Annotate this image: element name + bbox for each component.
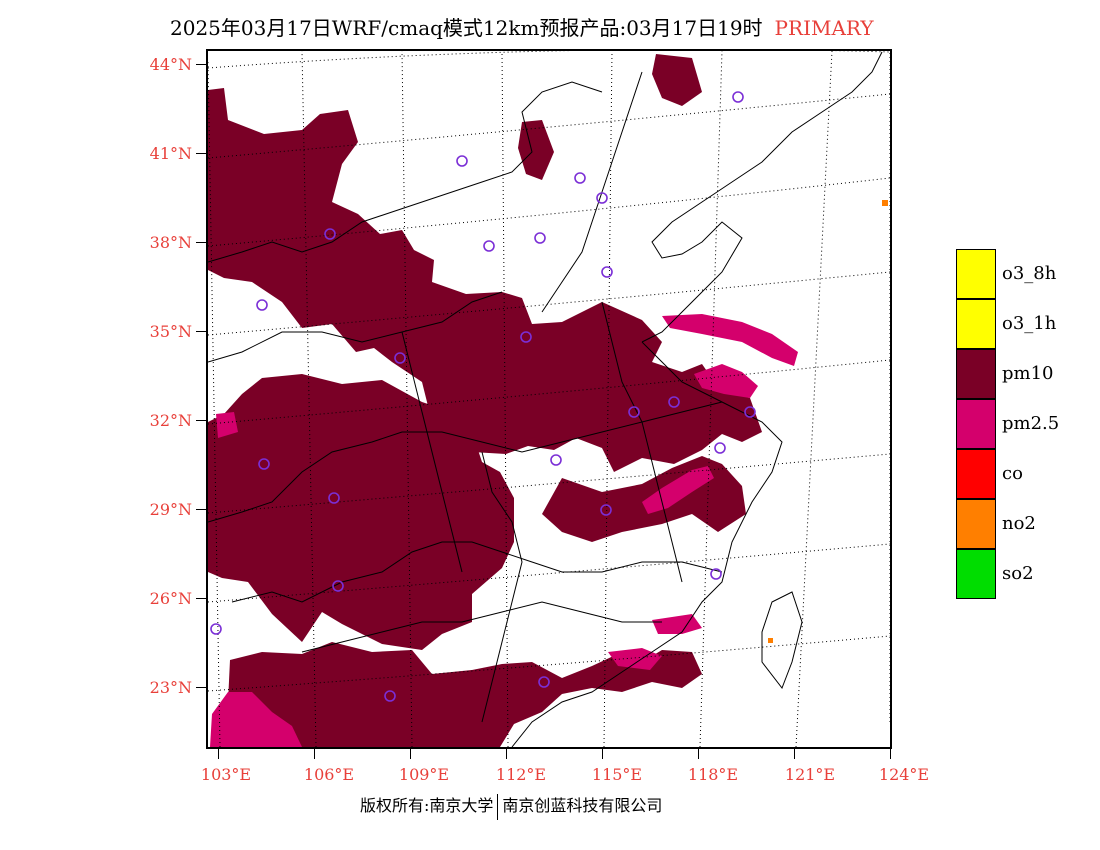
pm10-region-north: [652, 54, 702, 106]
station-marker: [732, 91, 744, 103]
pm25-region-southwest: [210, 692, 302, 747]
lat-label-32n: 32°N: [149, 411, 192, 430]
lon-label-115e: 115°E: [591, 765, 643, 784]
lat-tick: [196, 64, 206, 65]
lat-label-38n: 38°N: [149, 233, 192, 252]
map-title: 2025年03月17日WRF/cmaq模式12km预报产品:03月17日19时 P…: [170, 12, 874, 41]
pm25-region-jiangsu: [694, 364, 758, 398]
lat-tick: [196, 509, 206, 510]
copyright-owner: 版权所有:南京大学: [360, 796, 494, 815]
forecast-map[interactable]: [206, 49, 892, 749]
pm25-region-fujian: [652, 614, 702, 634]
map-title-main: 2025年03月17日WRF/cmaq模式12km预报产品:03月17日19时: [170, 16, 763, 40]
footer-divider: [497, 793, 499, 820]
station-marker: [332, 580, 344, 592]
station-marker: [600, 504, 612, 516]
station-marker: [710, 568, 722, 580]
pm10-region-southwest: [208, 374, 514, 650]
lat-tick: [196, 331, 206, 332]
station-marker: [628, 406, 640, 418]
legend-swatch: [956, 249, 996, 299]
lon-tick: [410, 749, 411, 759]
no2-cell-taiwan: [768, 638, 773, 643]
legend-label: pm10: [1002, 363, 1054, 384]
lon-tick: [794, 749, 795, 759]
lat-label-41n: 41°N: [149, 144, 192, 163]
pm10-region-south: [228, 642, 702, 747]
legend-label: co: [1002, 463, 1023, 484]
copyright-footer: 版权所有:南京大学 南京创蓝科技有限公司: [360, 792, 662, 820]
lat-label-44n: 44°N: [149, 55, 192, 74]
pm25-region-west: [216, 412, 238, 438]
pm25-region-yellowsea: [662, 314, 798, 366]
lon-label-103e: 103°E: [200, 765, 252, 784]
lat-tick: [196, 598, 206, 599]
lat-tick: [196, 420, 206, 421]
legend-swatch: [956, 549, 996, 599]
lon-label-109e: 109°E: [398, 765, 450, 784]
legend-label: so2: [1002, 563, 1034, 584]
lon-label-112e: 112°E: [495, 765, 547, 784]
lon-tick: [602, 749, 603, 759]
station-marker: [210, 623, 222, 635]
lat-label-29n: 29°N: [149, 500, 192, 519]
pm10-region-northwest: [208, 88, 762, 472]
lon-label-124e: 124°E: [878, 765, 930, 784]
legend-label: o3_1h: [1002, 313, 1057, 334]
pollutant-tag: PRIMARY: [774, 16, 874, 40]
station-marker: [256, 299, 268, 311]
lon-tick: [218, 749, 219, 759]
lat-label-26n: 26°N: [149, 589, 192, 608]
lon-label-118e: 118°E: [687, 765, 739, 784]
lon-label-106e: 106°E: [303, 765, 355, 784]
pm25-region-zhejiang: [642, 466, 714, 514]
lon-tick: [698, 749, 699, 759]
lon-tick: [314, 749, 315, 759]
station-marker: [714, 442, 726, 454]
station-marker: [596, 192, 608, 204]
station-marker: [574, 172, 586, 184]
station-markers: [210, 91, 756, 702]
station-marker: [483, 240, 495, 252]
legend-label: o3_8h: [1002, 263, 1057, 284]
lat-label-23n: 23°N: [149, 678, 192, 697]
station-marker: [324, 228, 336, 240]
pm25-region-guangdong: [608, 648, 662, 670]
station-marker: [328, 492, 340, 504]
pm10-region-northeast: [518, 120, 554, 180]
legend-swatch: [956, 349, 996, 399]
station-marker: [550, 454, 562, 466]
lat-tick: [196, 242, 206, 243]
station-marker: [601, 266, 613, 278]
lat-label-35n: 35°N: [149, 322, 192, 341]
lat-tick: [196, 687, 206, 688]
no2-cell-offshore: [882, 200, 888, 206]
station-marker: [384, 690, 396, 702]
lon-tick: [506, 749, 507, 759]
station-marker: [258, 458, 270, 470]
legend-swatch: [956, 449, 996, 499]
legend-swatch: [956, 399, 996, 449]
lat-tick: [196, 153, 206, 154]
station-marker: [538, 676, 550, 688]
legend-label: pm2.5: [1002, 413, 1060, 434]
station-marker: [394, 352, 406, 364]
legend-label: no2: [1002, 513, 1036, 534]
station-marker: [668, 396, 680, 408]
map-canvas: [208, 51, 890, 747]
station-marker: [534, 232, 546, 244]
lon-label-121e: 121°E: [784, 765, 836, 784]
station-marker: [744, 406, 756, 418]
station-marker: [456, 155, 468, 167]
station-marker: [520, 331, 532, 343]
boundaries: [208, 51, 883, 747]
legend-swatch: [956, 299, 996, 349]
lon-tick: [890, 749, 891, 759]
legend-swatch: [956, 499, 996, 549]
copyright-company: 南京创蓝科技有限公司: [502, 796, 663, 815]
